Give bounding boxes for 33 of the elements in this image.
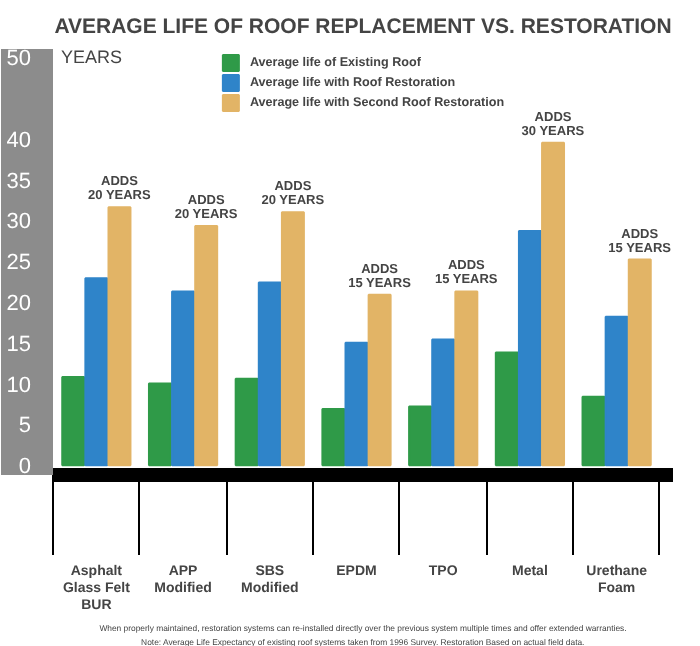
bar xyxy=(171,290,196,467)
bar xyxy=(517,229,542,467)
bar xyxy=(234,377,259,467)
y-axis-title: YEARS xyxy=(61,47,123,68)
bar xyxy=(194,225,219,467)
y-tick-label: 20 xyxy=(6,291,32,316)
bar xyxy=(604,315,629,467)
bar xyxy=(581,395,606,467)
bar xyxy=(408,405,433,467)
bar xyxy=(367,293,392,467)
bar xyxy=(627,258,652,467)
bar xyxy=(147,382,172,467)
y-tick-label: 25 xyxy=(6,251,32,276)
chart-title: AVERAGE LIFE OF ROOF REPLACEMENT VS. RESTORATION xyxy=(54,15,672,39)
y-tick-label: 40 xyxy=(6,128,32,153)
bar xyxy=(494,351,519,467)
bar xyxy=(541,141,566,467)
bar xyxy=(107,206,132,467)
y-tick-label: 50 xyxy=(6,47,32,72)
y-tick-label: 5 xyxy=(18,414,32,439)
y-tick-label: 15 xyxy=(6,332,32,357)
bar xyxy=(454,290,479,467)
bar xyxy=(84,277,109,467)
y-tick-label: 30 xyxy=(6,210,32,235)
bar xyxy=(257,281,282,467)
bar xyxy=(61,376,86,467)
y-tick-label: 10 xyxy=(6,373,32,398)
bar xyxy=(431,338,456,467)
y-tick-label: 0 xyxy=(18,455,32,480)
bar xyxy=(344,341,369,467)
bar xyxy=(321,407,346,467)
bar xyxy=(280,211,305,467)
y-tick-label: 35 xyxy=(6,169,32,194)
